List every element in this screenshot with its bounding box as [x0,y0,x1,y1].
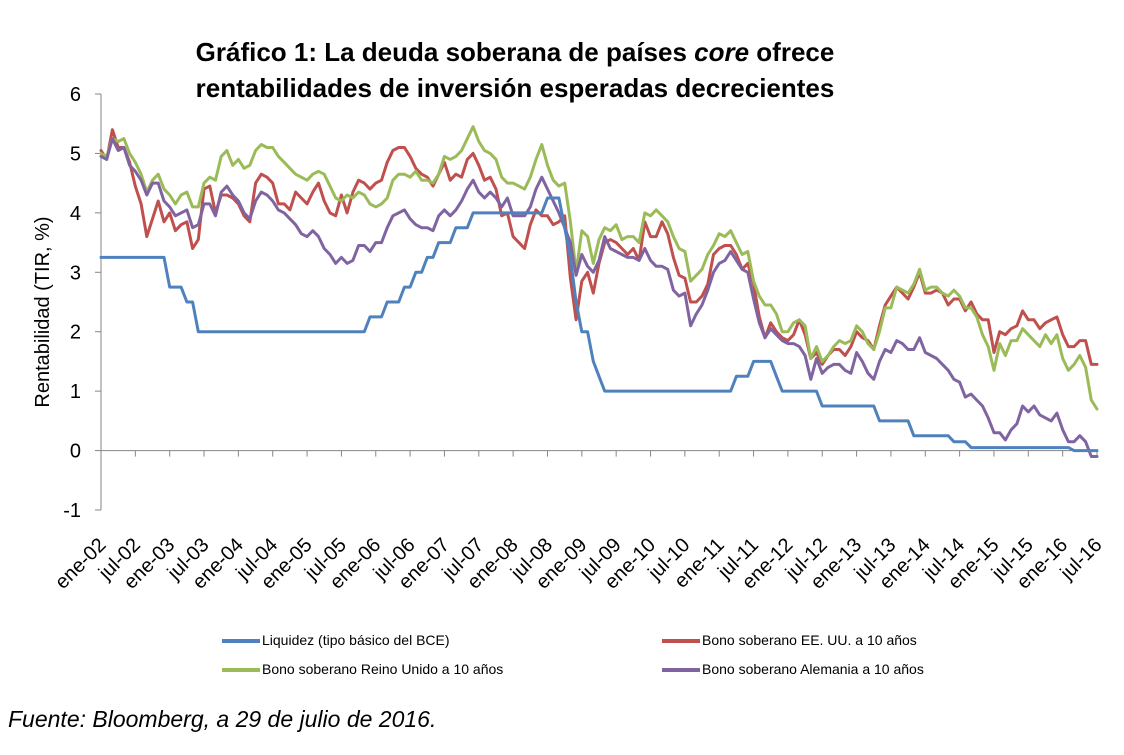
series-reino-unido-line [99,125,1099,411]
source-note: Fuente: Bloomberg, a 29 de julio de 2016… [8,706,437,732]
chart-title-emphasis: core [694,37,750,67]
chart-title-line-2: rentabilidades de inversión esperadas de… [195,73,835,103]
series-liquidez-line [99,196,1099,453]
y-tick-label: 6 [70,84,81,106]
y-tick-label: 2 [70,322,81,344]
chart-title-part-2: ofrece [749,37,835,67]
series-lines [99,125,1099,458]
y-axis-title: Rentabilidad (TIR, %) [32,216,54,407]
y-tick-label: -1 [63,500,81,522]
chart-area: Gráfico 1: La deuda soberana de países c… [32,34,1107,677]
y-tick-label: 1 [70,381,81,403]
chart-title-part-1: Gráfico 1: La deuda soberana de países [195,37,695,67]
y-tick-label: 5 [70,143,81,165]
y-tick-label: 0 [70,441,81,463]
y-tick-label: 4 [70,203,81,225]
chart-title: Gráfico 1: La deuda soberana de países c… [100,34,930,106]
y-tick-label: 3 [70,262,81,284]
series-alemania-line [99,137,1099,458]
